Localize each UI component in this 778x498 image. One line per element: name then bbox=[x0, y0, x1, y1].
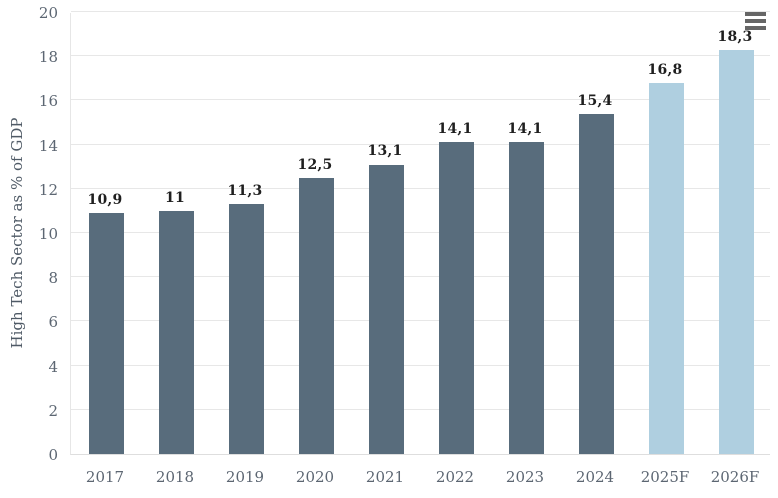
x-axis-label-2020: 2020 bbox=[295, 468, 335, 486]
y-tick-label: 2 bbox=[48, 401, 58, 420]
y-tick-label: 6 bbox=[48, 313, 58, 332]
x-axis-label-2025F: 2025F bbox=[640, 468, 690, 486]
y-tick-label: 14 bbox=[38, 136, 58, 155]
bar-value-label: 18,3 bbox=[717, 28, 753, 45]
x-axis-label-2023: 2023 bbox=[505, 468, 545, 486]
gridline bbox=[71, 11, 770, 12]
x-axis-label-2019: 2019 bbox=[225, 468, 265, 486]
bar-value-label: 12,5 bbox=[297, 156, 333, 173]
x-axis-label-2017: 2017 bbox=[85, 468, 125, 486]
x-axis-label-2021: 2021 bbox=[365, 468, 405, 486]
x-axis-label-2026F: 2026F bbox=[710, 468, 760, 486]
bar-2019[interactable] bbox=[228, 204, 264, 454]
x-axis-label-2022: 2022 bbox=[435, 468, 475, 486]
gridline bbox=[71, 99, 770, 101]
bar-2018[interactable] bbox=[158, 210, 194, 454]
bar-2017[interactable] bbox=[88, 213, 124, 454]
plot-area bbox=[70, 11, 770, 455]
bar-2021[interactable] bbox=[368, 164, 404, 454]
y-tick-label: 12 bbox=[38, 180, 58, 199]
bar-2022[interactable] bbox=[438, 142, 474, 454]
gridline bbox=[71, 364, 770, 366]
bar-value-label: 15,4 bbox=[577, 92, 613, 109]
y-tick-label: 18 bbox=[38, 48, 58, 67]
bar-2025F[interactable] bbox=[648, 82, 684, 454]
x-axis-label-2024: 2024 bbox=[575, 468, 615, 486]
gridline bbox=[71, 320, 770, 322]
hamburger-icon bbox=[744, 12, 766, 30]
gridline bbox=[71, 187, 770, 189]
gridline bbox=[71, 408, 770, 410]
bar-value-label: 16,8 bbox=[647, 61, 683, 78]
chart-context-menu-button[interactable] bbox=[743, 11, 767, 31]
bar-value-label: 11,3 bbox=[227, 183, 263, 200]
bar-2024[interactable] bbox=[578, 113, 614, 454]
bar-value-label: 11 bbox=[165, 189, 185, 206]
bar-2020[interactable] bbox=[298, 177, 334, 454]
bar-value-label: 14,1 bbox=[507, 121, 543, 138]
x-axis-label-2018: 2018 bbox=[155, 468, 195, 486]
bar-2023[interactable] bbox=[508, 142, 544, 454]
bar-2026F[interactable] bbox=[718, 49, 754, 454]
y-tick-label: 8 bbox=[48, 269, 58, 288]
bar-value-label: 10,9 bbox=[87, 192, 123, 209]
gridline bbox=[71, 143, 770, 145]
y-tick-label: 4 bbox=[48, 357, 58, 376]
bar-value-label: 13,1 bbox=[367, 143, 403, 160]
y-tick-label: 16 bbox=[38, 92, 58, 111]
gridline bbox=[71, 232, 770, 233]
y-tick-label: 0 bbox=[48, 446, 58, 464]
y-tick-label: 10 bbox=[38, 225, 58, 243]
gridline bbox=[71, 276, 770, 278]
gridline bbox=[71, 55, 770, 57]
y-tick-label: 20 bbox=[38, 4, 58, 22]
bar-value-label: 14,1 bbox=[437, 121, 473, 138]
